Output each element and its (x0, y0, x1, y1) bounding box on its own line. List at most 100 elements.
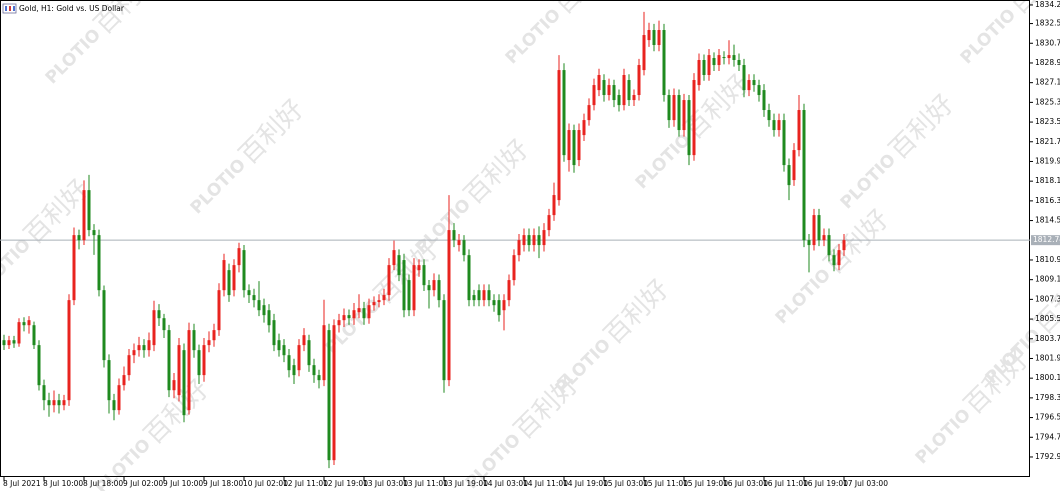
candle-body (132, 350, 136, 356)
candle-body (282, 345, 286, 356)
candle-body (532, 235, 536, 246)
candle-body (312, 365, 316, 376)
candle-body (752, 80, 756, 86)
candle-body (242, 250, 246, 291)
candle-body (582, 120, 586, 136)
candle-body (407, 280, 411, 311)
x-tick-label: 14 Jul 11:00 (523, 479, 568, 488)
y-tick-label: 1800.13 (1035, 373, 1060, 382)
y-tick-label: 1814.53 (1035, 216, 1060, 225)
candle-body (12, 340, 16, 344)
y-tick-label: 1823.53 (1035, 117, 1060, 126)
candle-body (292, 365, 296, 376)
candle-body (512, 255, 516, 281)
plot-border (0, 0, 1030, 477)
candle-body (612, 85, 616, 101)
x-tick-label: 14 Jul 19:00 (563, 479, 608, 488)
y-tick-label: 1794.73 (1035, 432, 1060, 441)
candle-body (172, 380, 176, 391)
candles (2, 11, 846, 469)
candle-body (382, 295, 386, 301)
x-tick-label: 16 Jul 11:00 (763, 479, 808, 488)
candle-body (677, 95, 681, 131)
y-tick-label: 1832.53 (1035, 19, 1060, 28)
candle-body (157, 310, 161, 319)
candle-body (2, 340, 6, 346)
candle-body (152, 310, 156, 346)
candle-body (207, 340, 211, 346)
y-tick-label: 1821.73 (1035, 137, 1060, 146)
candle-body (482, 290, 486, 301)
candle-body (607, 85, 611, 96)
candle-body (472, 295, 476, 301)
candle-body (467, 255, 471, 301)
candle-body (107, 360, 111, 401)
candle-body (522, 235, 526, 246)
candle-body (452, 230, 456, 241)
candle-body (212, 330, 216, 341)
candle-body (262, 305, 266, 316)
candle-body (442, 300, 446, 381)
candle-body (662, 30, 666, 96)
candle-body (687, 100, 691, 156)
candle-body (622, 75, 626, 106)
candle-body (67, 300, 71, 401)
candle-body (362, 308, 366, 319)
candle-body (22, 322, 26, 326)
candle-body (487, 290, 491, 301)
symbol-icon (2, 3, 17, 14)
candle-body (422, 265, 426, 286)
candle-body (572, 130, 576, 166)
y-tick-label: 1834.23 (1035, 0, 1060, 9)
candle-body (337, 320, 341, 326)
candle-body (657, 30, 661, 46)
candle-body (782, 120, 786, 166)
candle-body (72, 235, 76, 301)
candle-body (222, 260, 226, 291)
candle-body (517, 240, 521, 256)
x-tick-label: 9 Jul 10:00 (163, 479, 203, 488)
candle-body (137, 345, 141, 351)
candle-body (102, 290, 106, 361)
candle-body (192, 330, 196, 351)
candle-body (87, 190, 91, 231)
candle-body (757, 85, 761, 96)
x-tick-label: 16 Jul 19:00 (803, 479, 848, 488)
candle-body (227, 270, 231, 296)
y-tick-label: 1803.73 (1035, 334, 1060, 343)
candle-body (332, 325, 336, 461)
candle-body (42, 385, 46, 401)
x-tick-label: 12 Jul 11:00 (283, 479, 328, 488)
candle-body (742, 65, 746, 91)
x-tick-label: 15 Jul 11:00 (643, 479, 688, 488)
candle-body (777, 120, 781, 131)
candle-body (682, 100, 686, 131)
y-tick-label: 1801.93 (1035, 353, 1060, 362)
candle-body (722, 57, 726, 59)
candle-body (307, 340, 311, 366)
candle-body (387, 265, 391, 296)
candle-body (552, 195, 556, 216)
x-tick-label: 16 Jul 03:00 (723, 479, 768, 488)
candle-body (252, 295, 256, 301)
candle-body (142, 345, 146, 351)
candle-body (822, 235, 826, 241)
candle-body (327, 330, 331, 461)
candle-body (32, 325, 36, 346)
candle-body (237, 248, 241, 266)
x-tick-label: 8 Jul 18:00 (83, 479, 123, 488)
x-tick-label: 8 Jul 10:00 (43, 479, 83, 488)
candle-body (392, 250, 396, 266)
x-tick-label: 9 Jul 18:00 (203, 479, 243, 488)
candle-body (837, 250, 841, 266)
x-tick-label: 13 Jul 03:00 (363, 479, 408, 488)
y-tick-label: 1827.13 (1035, 78, 1060, 87)
candle-body (827, 235, 831, 256)
candle-body (297, 345, 301, 371)
candle-body (597, 75, 601, 91)
candle-body (112, 400, 116, 411)
y-tick-label: 1796.53 (1035, 413, 1060, 422)
candle-body (217, 290, 221, 331)
